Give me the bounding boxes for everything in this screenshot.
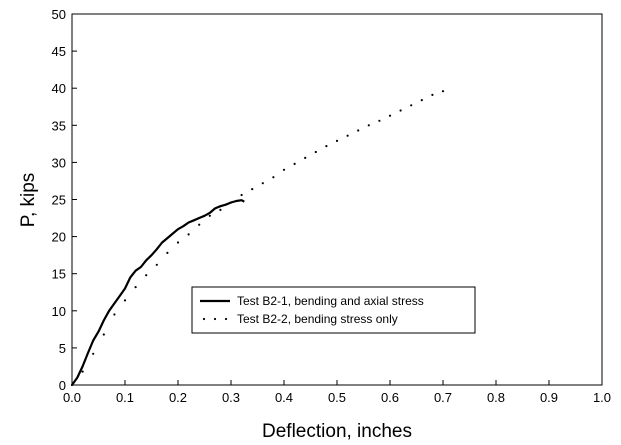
series-point xyxy=(187,233,190,236)
series-point xyxy=(176,241,180,244)
series-point xyxy=(123,299,127,302)
y-tick-label: 50 xyxy=(52,7,66,22)
series-2 xyxy=(70,90,445,387)
series-point xyxy=(145,274,148,277)
series-point xyxy=(134,286,137,289)
series-point xyxy=(166,251,169,254)
y-tick-label: 30 xyxy=(52,155,66,170)
x-tick-label: 0.6 xyxy=(381,390,399,405)
series-layer xyxy=(70,90,445,387)
series-point xyxy=(251,188,254,191)
series-point xyxy=(378,119,381,122)
series-point xyxy=(102,333,105,336)
y-tick-label: 25 xyxy=(52,193,66,208)
series-point xyxy=(304,156,307,159)
series-line xyxy=(71,199,245,386)
y-tick-label: 15 xyxy=(52,267,66,282)
y-tick-label: 20 xyxy=(52,230,66,245)
series-point xyxy=(399,109,402,112)
x-tick-label: 1.0 xyxy=(593,390,611,405)
series-point xyxy=(229,201,233,204)
x-tick-label: 0.2 xyxy=(169,390,187,405)
x-tick-label: 0.9 xyxy=(540,390,558,405)
series-point xyxy=(420,99,423,102)
legend-swatch-dot xyxy=(202,317,206,321)
series-point xyxy=(208,214,211,217)
x-tick-label: 0.7 xyxy=(434,390,452,405)
series-point xyxy=(367,124,370,127)
series-point xyxy=(431,93,434,96)
series-point xyxy=(261,182,264,185)
series-point xyxy=(346,134,349,137)
series-point xyxy=(272,176,275,179)
x-tick-label: 0.3 xyxy=(222,390,240,405)
series-point xyxy=(113,313,116,316)
series-point xyxy=(325,145,328,148)
series-point xyxy=(282,168,286,171)
series-point xyxy=(155,263,158,266)
legend-box xyxy=(191,286,476,334)
series-point xyxy=(314,150,317,154)
series-point xyxy=(410,104,413,107)
x-tick-label: 0.0 xyxy=(63,390,81,405)
series-point xyxy=(293,162,296,165)
y-tick-label: 40 xyxy=(52,81,66,96)
legend-label: Test B2-1, bending and axial stress xyxy=(237,294,424,308)
y-tick-label: 35 xyxy=(52,118,66,133)
y-tick-label: 5 xyxy=(59,341,66,356)
y-axis-title: P, kips xyxy=(18,173,39,228)
legend-label: Test B2-2, bending stress only xyxy=(237,312,398,326)
series-1 xyxy=(71,199,245,386)
x-tick-label: 0.5 xyxy=(328,390,346,405)
y-tick-label: 45 xyxy=(52,44,66,59)
series-point xyxy=(441,90,445,93)
series-point xyxy=(240,193,243,197)
y-tick-label: 10 xyxy=(52,304,66,319)
series-point xyxy=(198,223,201,226)
x-tick-label: 0.1 xyxy=(116,390,134,405)
series-point xyxy=(357,129,360,132)
legend-swatch-dot xyxy=(213,317,217,321)
x-axis-title: Deflection, inches xyxy=(262,421,412,442)
legend-swatch-dot xyxy=(224,317,228,321)
series-point xyxy=(219,208,222,211)
ticks-layer: 0.0 0.1 0.2 0.3 0.4 0.5 0.6 0.7 0.8 0.9 1.0 0 5 10 15 2… xyxy=(52,7,612,405)
legend: Test B2-1, bending and axial stress Test … xyxy=(191,286,476,334)
series-point xyxy=(388,114,392,117)
y-tick-label: 0 xyxy=(59,378,66,393)
x-tick-label: 0.4 xyxy=(275,390,293,405)
x-tick-label: 0.8 xyxy=(487,390,505,405)
series-point xyxy=(335,139,339,142)
series-point xyxy=(81,370,84,373)
series-point xyxy=(92,352,95,355)
